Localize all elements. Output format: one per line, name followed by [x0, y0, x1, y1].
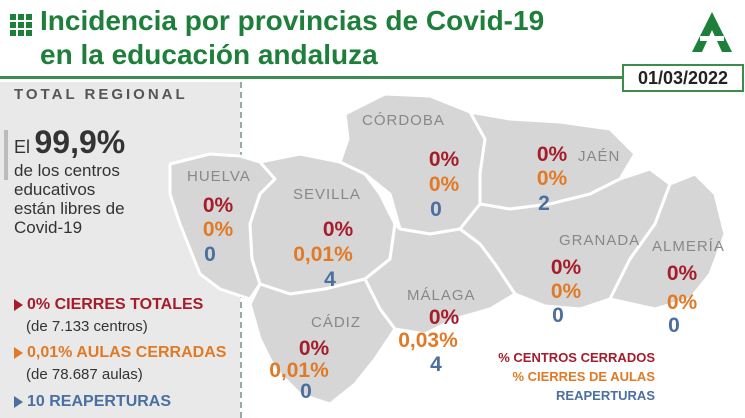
stat-accent-bar: [4, 130, 8, 180]
reopenings: 10 REAPERTURAS: [14, 393, 171, 411]
cadiz-centros: 0%: [298, 337, 330, 360]
closed-classrooms-label: 0,01% AULAS CERRADAS: [27, 344, 227, 361]
jaen-aulas: 0%: [536, 167, 568, 190]
cordoba-aulas: 0%: [428, 173, 460, 196]
stat-line-2: educativos: [14, 180, 96, 199]
legend-reaperturas: REAPERTURAS: [556, 388, 655, 403]
province-name-jaen: JAÉN: [578, 148, 621, 165]
province-name-huelva: HUELVA: [187, 168, 251, 185]
granada-aulas: 0%: [550, 280, 582, 303]
province-name-cadiz: CÁDIZ: [311, 314, 361, 331]
jaen-reaperturas: 2: [538, 192, 550, 215]
header: Incidencia por provincias de Covid-19 en…: [0, 0, 745, 78]
province-name-granada: GRANADA: [559, 232, 641, 249]
closed-classrooms: 0,01% AULAS CERRADAS: [14, 344, 226, 362]
regional-stat: El 99,9% de los centros educativos están…: [14, 124, 234, 237]
huelva-centros: 0%: [202, 194, 234, 217]
header-divider: [0, 76, 625, 79]
almeria-centros: 0%: [666, 262, 698, 285]
stat-line-4: Covid-19: [14, 218, 83, 237]
cordoba-centros: 0%: [428, 148, 460, 171]
granada-centros: 0%: [550, 256, 582, 279]
malaga-centros: 0%: [428, 306, 460, 329]
sevilla-reaperturas: 4: [324, 268, 336, 291]
total-closures-label: 0% CIERRES TOTALES: [27, 296, 204, 313]
stat-line-3: están libres de: [14, 199, 125, 218]
total-closures: 0% CIERRES TOTALES: [14, 296, 203, 314]
date-badge: 01/03/2022: [622, 64, 744, 92]
section-title: TOTAL REGIONAL: [14, 86, 188, 103]
grid-icon: [10, 14, 32, 36]
province-name-cordoba: CÓRDOBA: [362, 112, 445, 129]
province-cadiz-shape: [248, 277, 397, 406]
cadiz-aulas: 0,01%: [269, 359, 329, 382]
malaga-aulas: 0,03%: [398, 329, 458, 352]
cadiz-reaperturas: 0: [300, 380, 312, 403]
granada-reaperturas: 0: [552, 304, 564, 327]
stat-value: 99,9%: [34, 124, 126, 160]
province-malaga-shape: [363, 222, 517, 336]
sevilla-centros: 0%: [322, 218, 354, 241]
huelva-reaperturas: 0: [204, 243, 216, 266]
junta-andalucia-logo-icon: [692, 12, 732, 52]
almeria-aulas: 0%: [666, 291, 698, 314]
total-closures-sub: (de 7.133 centros): [26, 318, 148, 335]
triangle-icon: [14, 346, 23, 359]
title-line-2: en la educación andaluza: [40, 39, 378, 70]
jaen-centros: 0%: [536, 143, 568, 166]
stat-prefix: El: [14, 137, 31, 157]
cordoba-reaperturas: 0: [430, 198, 442, 221]
legend-aulas: % CIERRES DE AULAS: [512, 369, 655, 384]
province-name-malaga: MÁLAGA: [407, 287, 476, 304]
legend-centros: % CENTROS CERRADOS: [498, 350, 655, 365]
triangle-icon: [14, 298, 23, 311]
province-name-almeria: ALMERÍA: [652, 238, 725, 255]
stat-line-1: de los centros: [14, 161, 120, 180]
reopenings-label: 10 REAPERTURAS: [27, 393, 172, 410]
malaga-reaperturas: 4: [430, 353, 442, 376]
page-title: Incidencia por provincias de Covid-19 en…: [40, 4, 640, 72]
province-almeria-shape: [608, 172, 727, 311]
province-name-sevilla: SEVILLA: [293, 186, 361, 203]
andalucia-map: [168, 92, 727, 406]
sevilla-aulas: 0,01%: [293, 243, 353, 266]
almeria-reaperturas: 0: [668, 314, 680, 337]
triangle-icon: [14, 395, 23, 408]
huelva-aulas: 0%: [202, 218, 234, 241]
closed-classrooms-sub: (de 78.687 aulas): [26, 366, 143, 383]
title-line-1: Incidencia por provincias de Covid-19: [40, 5, 545, 36]
